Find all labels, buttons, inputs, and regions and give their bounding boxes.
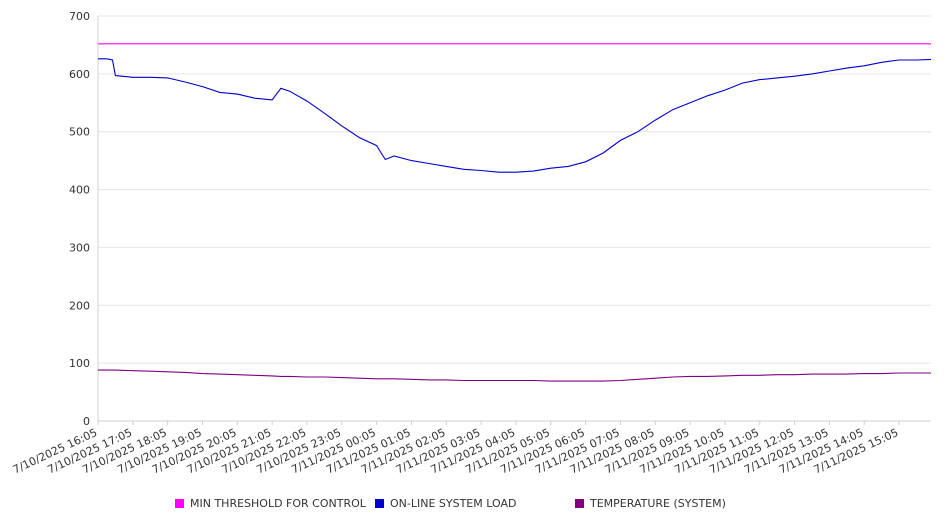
- legend-swatch-system-load: [375, 499, 384, 508]
- y-tick-label: 0: [83, 415, 90, 428]
- legend-swatch-temperature: [575, 499, 584, 508]
- y-tick-label: 400: [69, 184, 90, 197]
- legend-label-system-load: ON-LINE SYSTEM LOAD: [390, 497, 517, 510]
- legend-item-system-load[interactable]: ON-LINE SYSTEM LOAD: [375, 497, 516, 510]
- y-tick-labels: 0 100 200 300 400 500 600 700: [69, 10, 90, 428]
- y-tick-label: 700: [69, 10, 90, 23]
- axes: [97, 16, 931, 425]
- legend-label-temperature: TEMPERATURE (SYSTEM): [590, 497, 726, 510]
- x-tick-labels: 7/10/2025 16:057/10/2025 17:057/10/2025 …: [11, 426, 901, 476]
- series-lines: [98, 43, 932, 382]
- series-line-temperature: [98, 369, 931, 382]
- legend: MIN THRESHOLD FOR CONTROL ON-LINE SYSTEM…: [0, 497, 946, 515]
- y-tick-label: 100: [69, 357, 90, 370]
- y-tick-label: 200: [69, 299, 90, 312]
- legend-item-min-threshold[interactable]: MIN THRESHOLD FOR CONTROL: [175, 497, 366, 510]
- grid-lines: [98, 15, 931, 364]
- y-tick-label: 600: [69, 68, 90, 81]
- y-tick-label: 500: [69, 126, 90, 139]
- y-tick-label: 300: [69, 241, 90, 254]
- legend-item-temperature[interactable]: TEMPERATURE (SYSTEM): [575, 497, 726, 510]
- series-line-system-load: [98, 58, 932, 173]
- legend-swatch-min-threshold: [175, 499, 184, 508]
- legend-label-min-threshold: MIN THRESHOLD FOR CONTROL: [190, 497, 366, 510]
